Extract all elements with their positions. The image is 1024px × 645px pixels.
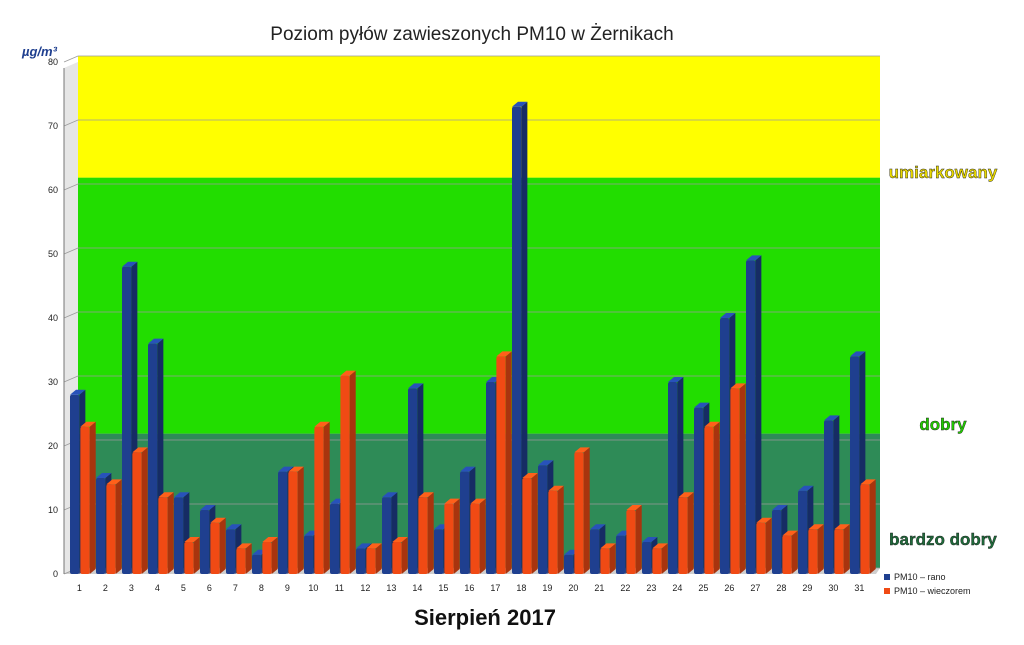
bar-wieczorem-31 — [860, 479, 876, 574]
bar-wieczorem-25 — [704, 421, 720, 574]
y-tick-label: 50 — [48, 249, 58, 259]
bar-wieczorem-10 — [314, 421, 330, 574]
bar-wieczorem-23 — [652, 543, 668, 574]
x-tick-label: 12 — [360, 583, 370, 593]
y-tick-label: 60 — [48, 185, 58, 195]
gridline-8 — [63, 55, 880, 63]
zone-band-2 — [78, 56, 880, 178]
x-tick-label: 3 — [129, 583, 134, 593]
x-tick-label: 23 — [646, 583, 656, 593]
legend-swatch — [884, 574, 890, 580]
x-tick-label: 4 — [155, 583, 160, 593]
x-tick-label: 27 — [750, 583, 760, 593]
bar-wieczorem-26 — [730, 383, 746, 574]
bar-wieczorem-6 — [210, 517, 226, 574]
legend: PM10 – rano PM10 – wieczorem — [884, 572, 971, 596]
x-tick-label: 9 — [285, 583, 290, 593]
bar-wieczorem-8 — [262, 537, 278, 574]
bars-layer — [70, 101, 876, 575]
x-tick-label: 10 — [308, 583, 318, 593]
x-tick-label: 2 — [103, 583, 108, 593]
x-tick-label: 29 — [802, 583, 812, 593]
gridline-7 — [63, 119, 880, 127]
y-tick-label: 0 — [53, 569, 58, 579]
bar-wieczorem-29 — [808, 524, 824, 574]
x-tick-label: 1 — [77, 583, 82, 593]
x-tick-label: 6 — [207, 583, 212, 593]
bar-wieczorem-15 — [444, 498, 460, 574]
y-tick-label: 40 — [48, 313, 58, 323]
bar-wieczorem-19 — [548, 485, 564, 574]
gridline-6 — [63, 183, 880, 191]
zone-label-1: dobry — [919, 415, 967, 434]
x-tick-label: 20 — [568, 583, 578, 593]
x-axis-title: Sierpień 2017 — [414, 605, 556, 630]
x-tick-label: 19 — [542, 583, 552, 593]
chart-title: Poziom pyłów zawieszonych PM10 w Żernika… — [270, 24, 673, 45]
bar-wieczorem-30 — [834, 524, 850, 574]
bar-wieczorem-18 — [522, 473, 538, 574]
x-tick-label: 31 — [854, 583, 864, 593]
gridline-4 — [63, 311, 880, 319]
bar-wieczorem-13 — [392, 537, 408, 574]
bar-wieczorem-4 — [158, 492, 174, 574]
bar-wieczorem-27 — [756, 517, 772, 574]
x-tick-label: 7 — [233, 583, 238, 593]
y-tick-label: 20 — [48, 441, 58, 451]
x-tick-label: 30 — [828, 583, 838, 593]
bar-wieczorem-5 — [184, 537, 200, 574]
gridline-5 — [63, 247, 880, 255]
x-tick-label: 14 — [412, 583, 422, 593]
bar-rano-18 — [512, 101, 528, 575]
x-tick-label: 26 — [724, 583, 734, 593]
x-tick-label: 13 — [386, 583, 396, 593]
zone-label-0: bardzo dobry — [889, 530, 997, 549]
y-tick-label: 10 — [48, 505, 58, 515]
bar-rano-27 — [746, 255, 762, 574]
y-unit-label: µg/m³ — [21, 44, 58, 59]
bar-wieczorem-9 — [288, 466, 304, 574]
y-tick-label: 80 — [48, 57, 58, 67]
x-tick-label: 11 — [335, 583, 344, 593]
legend-label: PM10 – wieczorem — [894, 586, 971, 596]
bar-wieczorem-2 — [106, 479, 122, 574]
legend-swatch — [884, 588, 890, 594]
y-tick-label: 30 — [48, 377, 58, 387]
legend-label: PM10 – rano — [894, 572, 946, 582]
x-tick-label: 5 — [181, 583, 186, 593]
bar-wieczorem-20 — [574, 447, 590, 574]
x-tick-label: 25 — [698, 583, 708, 593]
bar-wieczorem-1 — [80, 421, 96, 574]
bar-wieczorem-17 — [496, 351, 512, 574]
y-tick-label: 70 — [48, 121, 58, 131]
zone-labels: bardzo dobry dobry umiarkowany — [888, 163, 998, 549]
x-tick-label: 8 — [259, 583, 264, 593]
x-tick-label: 18 — [516, 583, 526, 593]
bar-wieczorem-3 — [132, 447, 148, 574]
bar-wieczorem-22 — [626, 505, 642, 574]
bar-wieczorem-16 — [470, 498, 486, 574]
zone-label-2: umiarkowany — [889, 163, 998, 182]
bar-wieczorem-7 — [236, 543, 252, 574]
x-tick-label: 21 — [594, 583, 604, 593]
bar-wieczorem-21 — [600, 543, 616, 574]
bar-wieczorem-24 — [678, 492, 694, 574]
x-tick-label: 28 — [776, 583, 786, 593]
x-tick-label: 24 — [672, 583, 682, 593]
bar-wieczorem-28 — [782, 530, 798, 574]
bar-wieczorem-11 — [340, 370, 356, 574]
x-tick-label: 16 — [464, 583, 474, 593]
x-tick-label: 22 — [620, 583, 630, 593]
x-tick-label: 17 — [490, 583, 500, 593]
bar-wieczorem-14 — [418, 492, 434, 574]
gridline-3 — [63, 375, 880, 383]
x-tick-label: 15 — [438, 583, 448, 593]
bar-wieczorem-12 — [366, 543, 382, 574]
